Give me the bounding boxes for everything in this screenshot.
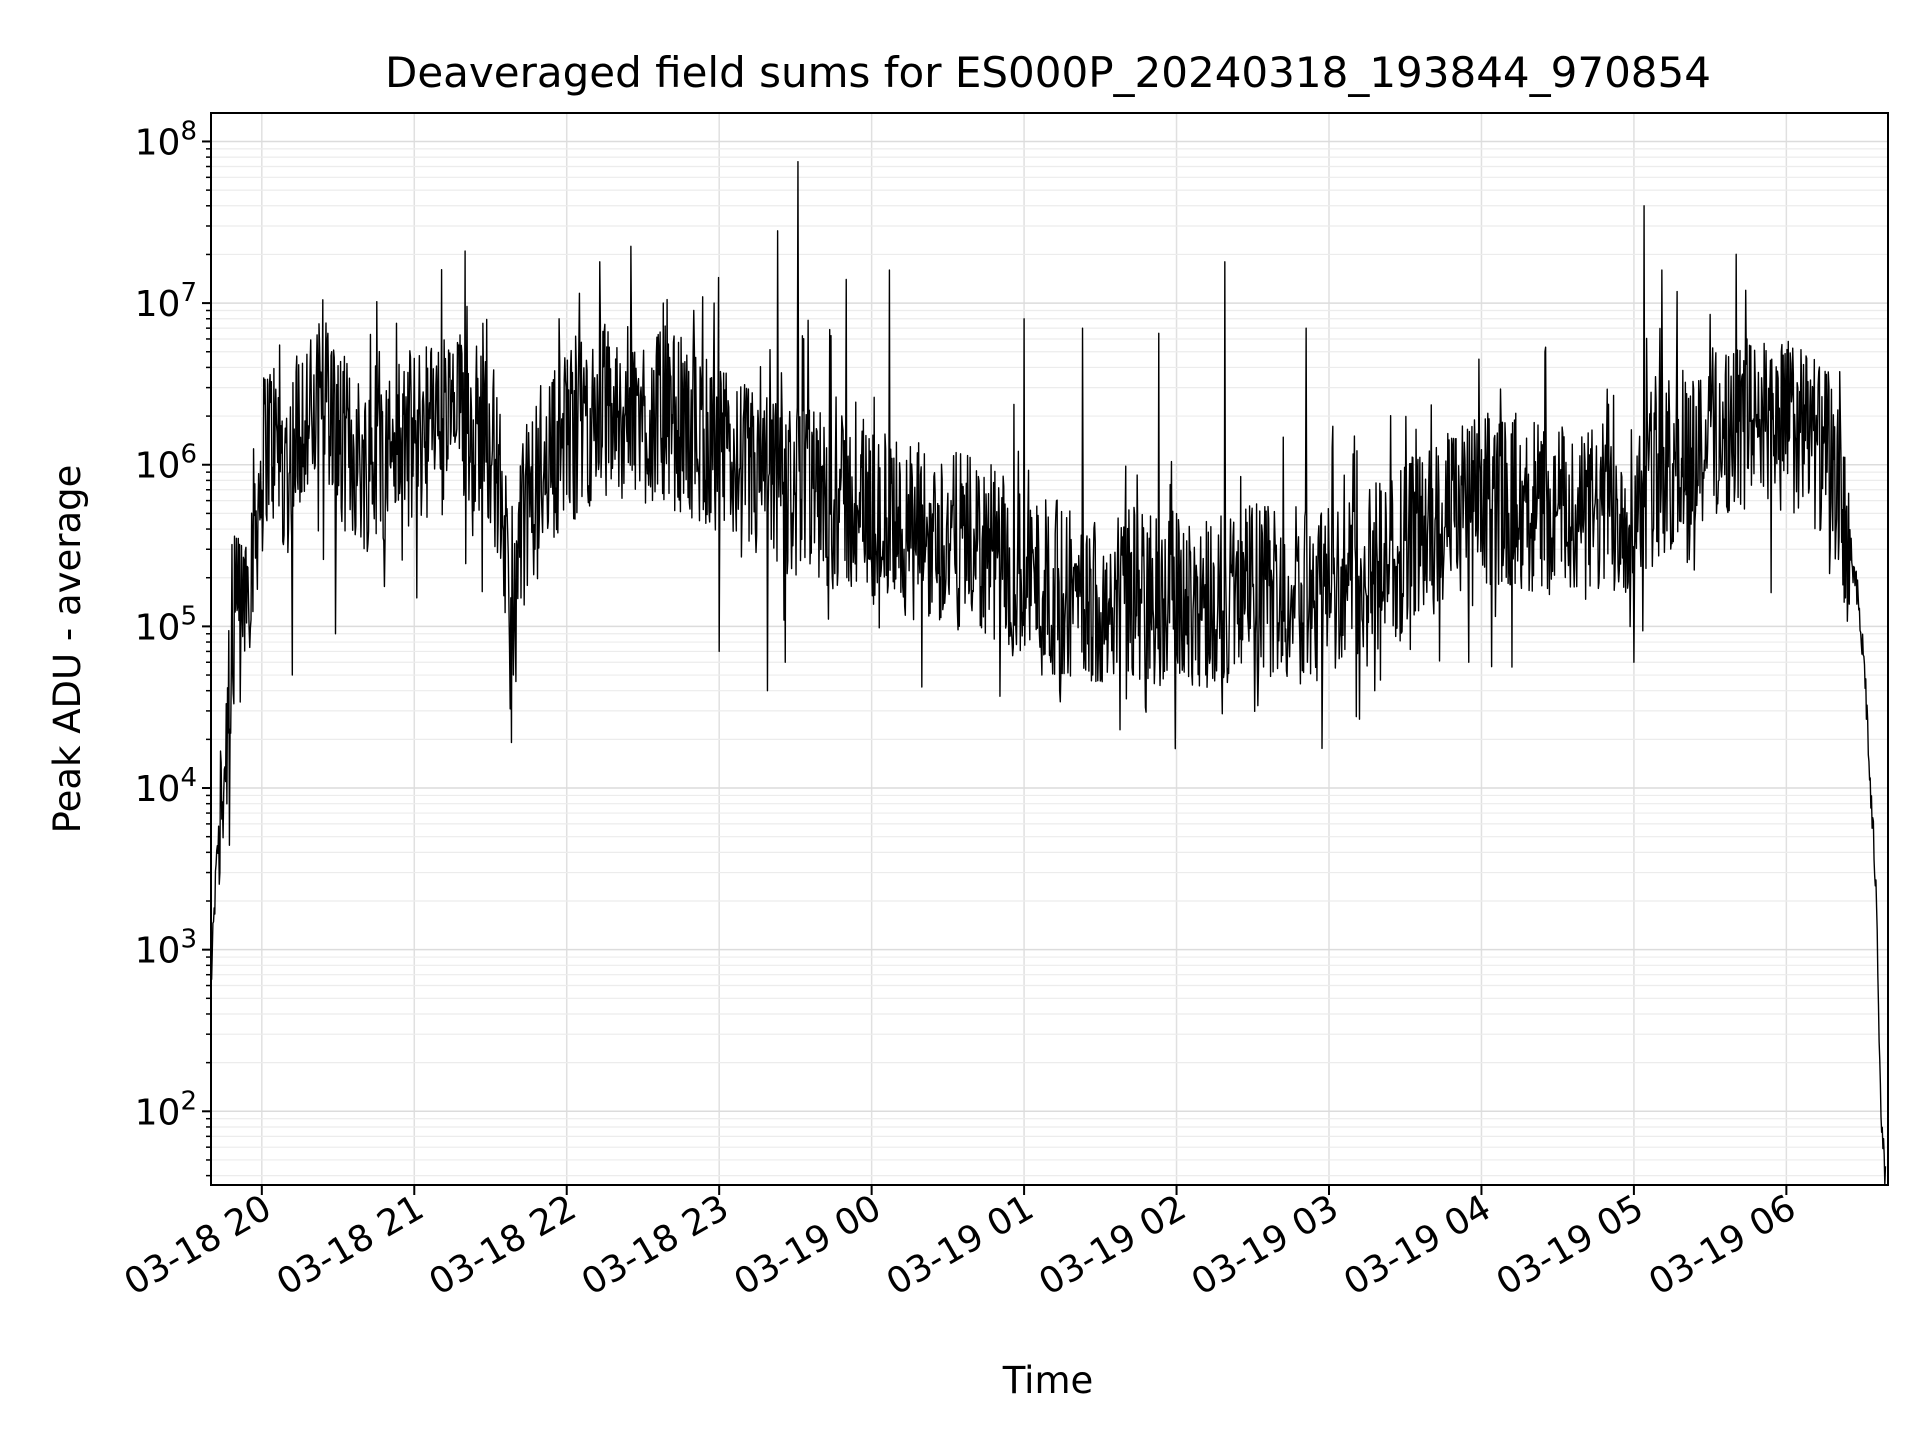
y-tick-label: 103 xyxy=(135,925,197,972)
series-line xyxy=(210,160,1887,1186)
y-tick-label: 102 xyxy=(135,1086,197,1133)
plot-area xyxy=(210,160,1887,1186)
y-axis-label: Peak ADU - average xyxy=(46,465,89,834)
x-axis-label: Time xyxy=(1002,1359,1094,1402)
chart-title: Deaveraged field sums for ES000P_2024031… xyxy=(385,48,1711,97)
plot-frame xyxy=(210,112,1889,1186)
